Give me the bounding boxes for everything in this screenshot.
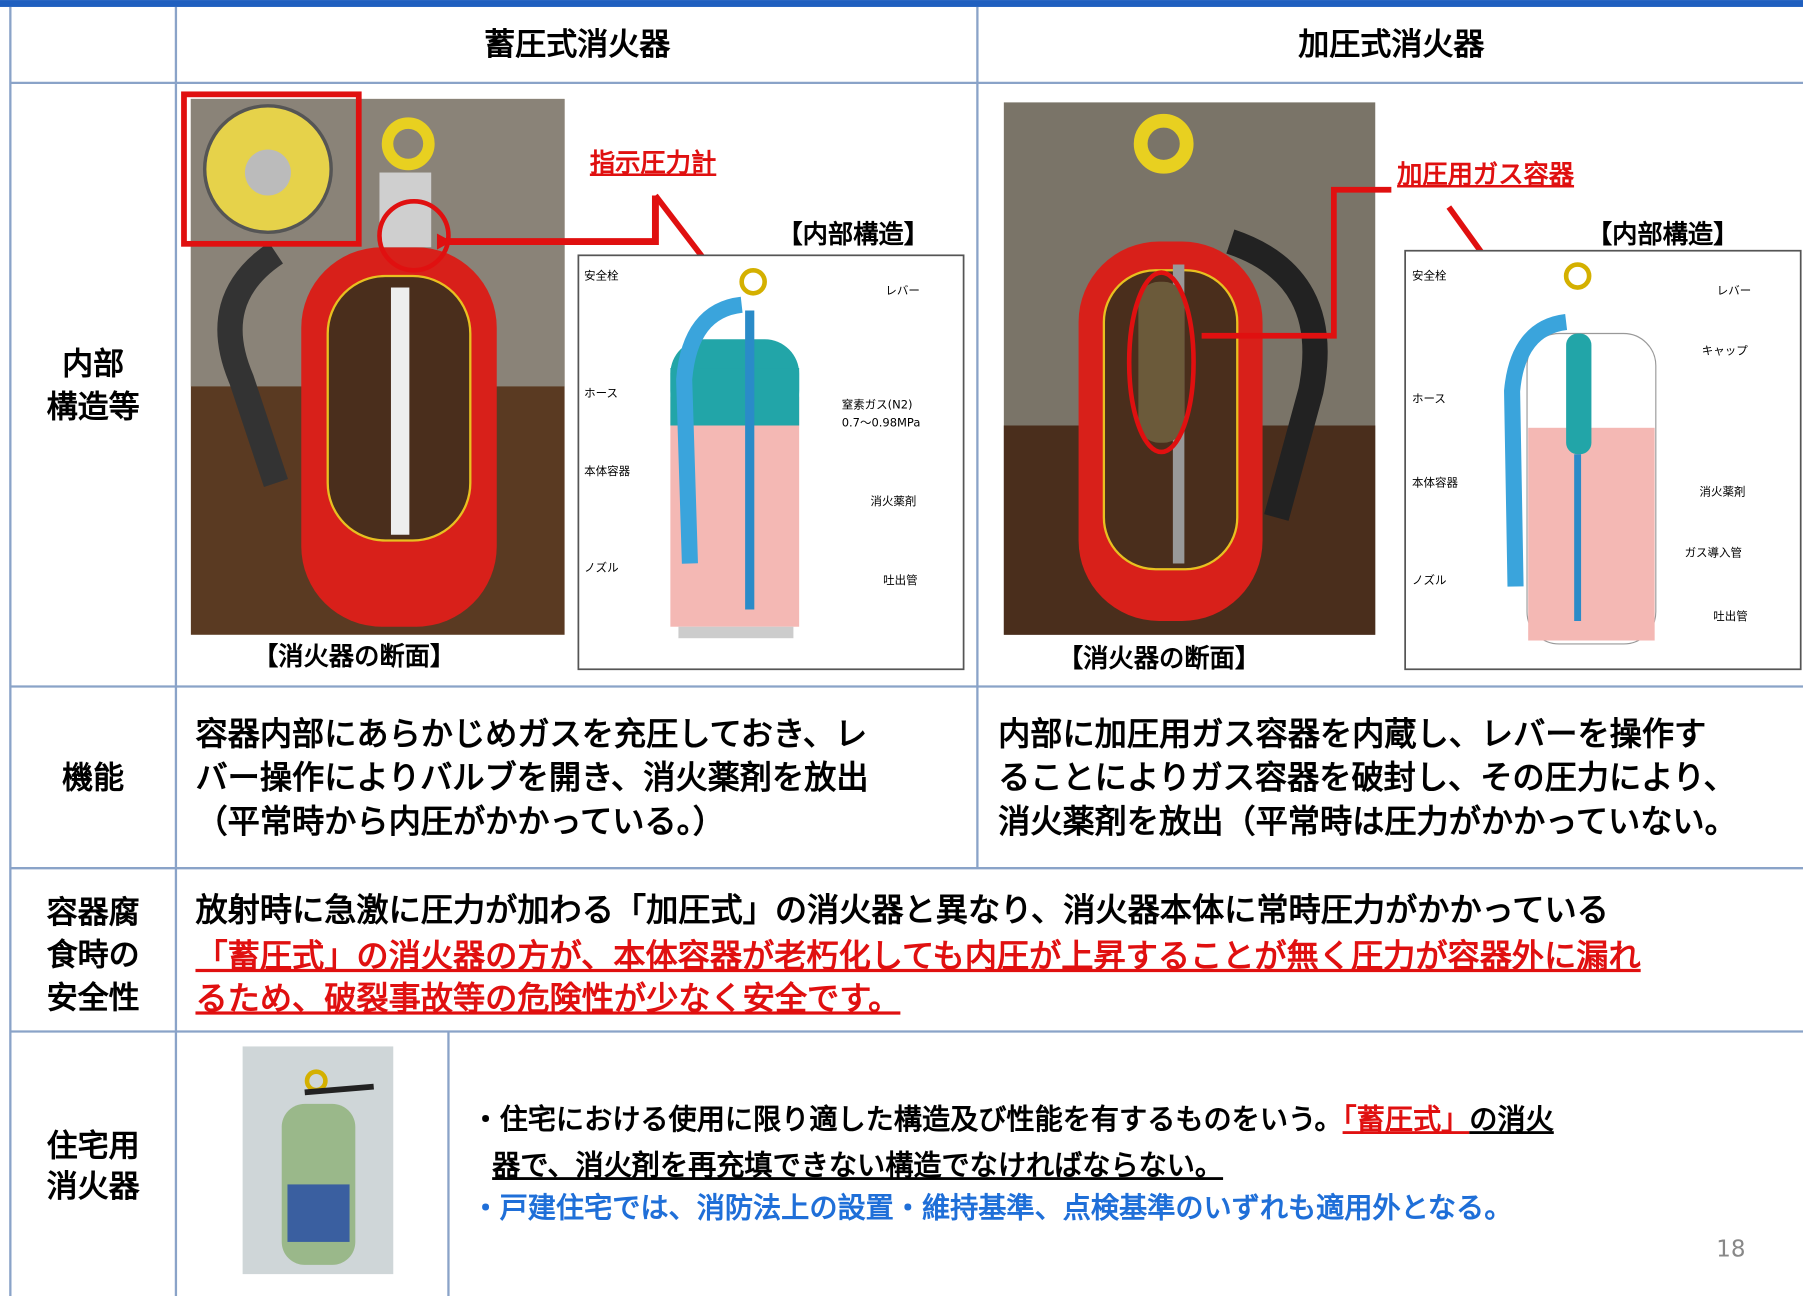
top-bar [0,0,1803,7]
part-label: 窒素ガス(N2) [842,397,913,411]
arrow [1201,186,1392,339]
photo-caption: 【消火器の断面】 [1058,644,1260,673]
part-label: 本体容器 [584,464,630,478]
safety-line: 放射時に急激に圧力が加わる「加圧式」の消火器と異なり、消火器本体に常時圧力がかか… [195,891,1608,929]
part-label: レバー [1717,283,1751,297]
text-segment: ・住宅における使用に限り適した構造及び性能を有するものをいう。 [471,1103,1342,1136]
photo-caption: 【消火器の断面】 [253,642,455,671]
function-line: 内部に加圧用ガス容器を内蔵し、レバーを操作す [998,715,1706,753]
safety-line: 「蓄圧式」の消火器の方が、本体容器が老朽化しても内圧が上昇することが無く圧力が容… [195,937,1640,975]
part-label: ホース [584,386,618,400]
page-number: 18 [1716,1236,1745,1262]
row-label: 構造等 [47,389,140,425]
callout: 指示圧力計 [590,148,716,177]
callout: 加圧用ガス容器 [1397,160,1575,189]
row-label: 消火器 [47,1169,141,1205]
function-line: ることによりガス容器を破封し、その圧力により、 [998,759,1736,797]
part-label: 吐出管 [883,573,917,587]
part-label: 安全栓 [584,269,619,283]
row-label-line: 容器腐 [47,895,140,931]
text-segment: の消火 [1469,1103,1554,1136]
arrow [442,195,659,245]
diagram [1404,249,1802,671]
part-label: 安全栓 [1412,269,1447,283]
row-label: 内部 [62,347,124,383]
bullet: 器で、消火剤を再充填できない構造でなければならない。 [491,1149,1223,1182]
row-label-line: 食時の [47,938,140,974]
header-right: 加圧式消火器 [1298,27,1485,63]
diagram [577,254,965,671]
header-left: 蓄圧式消火器 [484,27,671,63]
diagram-title: 【内部構造】 [777,220,929,249]
part-label: ノズル [1412,573,1446,587]
bullet: ・戸建住宅では、消防法上の設置・維持基準、点検基準のいずれも適用外となる。 [471,1192,1512,1225]
table-grid [9,6,1803,1296]
function-text: 容器内部にあらかじめガスを充圧しておき、レバー操作によりバルブを開き、消火薬剤を… [195,715,1736,840]
row-label: 機能 [62,761,124,797]
part-label: ノズル [584,561,618,575]
part-label: 消火薬剤 [870,494,916,508]
photo-home-extinguisher [242,1046,394,1275]
part-label: レバー [885,283,919,297]
safety-line: るため、破裂事故等の危険性が少なく安全です。 [195,979,900,1017]
bullet: ・住宅における使用に限り適した構造及び性能を有するものをいう。「蓄圧式」の消火 [471,1103,1554,1136]
row-label: 住宅用 [47,1129,140,1165]
part-label: キャップ [1702,343,1748,357]
part-label: ホース [1412,392,1446,406]
photo-cross-section [181,91,565,635]
part-label: 消火薬剤 [1700,485,1746,499]
function-line: バー操作によりバルブを開き、消火薬剤を放出 [195,759,868,797]
function-line: （平常時から内圧がかかっている。） [195,802,724,840]
part-label: 0.7〜0.98MPa [842,416,921,430]
text-segment: 「蓄圧式」 [1343,1103,1470,1136]
function-line: 消火薬剤を放出（平常時は圧力がかかっていない。 [998,802,1737,840]
function-line: 容器内部にあらかじめガスを充圧しておき、レ [195,715,867,753]
row-label-line: 安全性 [47,980,140,1016]
part-label: ガス導入管 [1685,546,1742,560]
part-label: 吐出管 [1713,609,1747,623]
photo-cross-section [1003,102,1376,635]
part-label: 本体容器 [1412,475,1458,489]
diagram-title: 【内部構造】 [1587,220,1739,249]
